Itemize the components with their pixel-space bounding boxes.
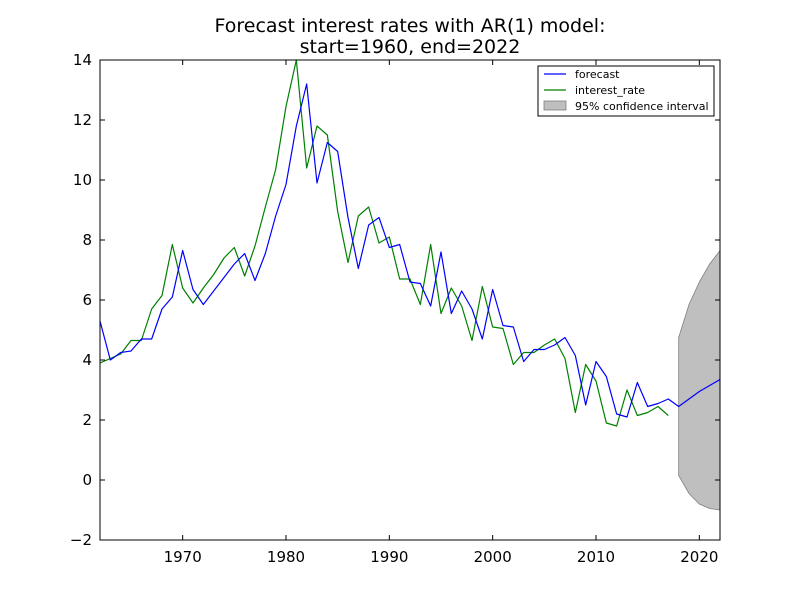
x-tick-label: 2020 [680,548,718,566]
x-axis: 1970 1980 1990 2000 2010 2020 [164,60,718,566]
legend-ci-label: 95% confidence interval [575,100,709,113]
confidence-interval-band [678,249,720,511]
y-tick-label: 2 [82,411,92,429]
y-tick-label: 14 [73,51,92,69]
y-tick-label: 8 [82,231,92,249]
legend-interest-rate-label: interest_rate [575,84,645,97]
confidence-band-layer [678,249,720,511]
x-tick-label: 2000 [474,548,512,566]
legend-box [537,65,715,117]
y-tick-label: 10 [73,171,92,189]
x-tick-label: 1970 [164,548,202,566]
x-tick-label: 2010 [577,548,615,566]
plot-area: 1970 1980 1990 2000 2010 2020 −2 0 2 4 6 8 10 12 14 [70,51,721,566]
y-axis: −2 0 2 4 6 8 10 12 14 [70,51,720,549]
chart-title-line-2: start=1960, end=2022 [300,36,521,58]
y-tick-label: 4 [82,351,92,369]
y-tick-label: −2 [70,531,92,549]
legend-forecast-label: forecast [575,68,620,81]
legend-ci-swatch [543,100,567,111]
series-line-interest-rate [100,60,669,427]
y-tick-label: 12 [73,111,92,129]
x-tick-label: 1980 [267,548,305,566]
series-layer [100,60,720,427]
series-line-forecast [100,83,720,418]
legend: forecast interest_rate 95% confidence in… [537,65,715,117]
chart-title-line-1: Forecast interest rates with AR(1) model… [215,15,606,37]
x-tick-label: 1990 [370,548,408,566]
y-tick-label: 6 [82,291,92,309]
y-tick-label: 0 [82,471,92,489]
